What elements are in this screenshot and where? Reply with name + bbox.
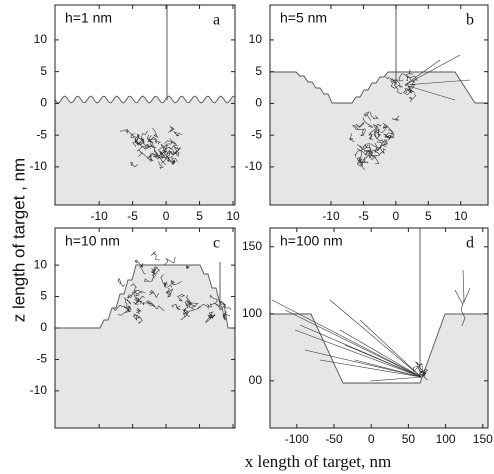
panel-label: a <box>213 12 220 29</box>
trajectory <box>271 299 422 378</box>
y-tick-label: 10 <box>249 32 263 46</box>
x-tick-label: 5 <box>425 209 432 223</box>
trajectory <box>329 299 422 378</box>
y-tick-label: 10 <box>34 257 48 271</box>
x-tick-label: -100 <box>285 432 309 446</box>
y-tick-label: -10 <box>245 159 263 173</box>
substrate <box>269 71 489 206</box>
panel: -10 -5 0 5 10 -10 -5 0 5 10 h=1 nm a <box>30 4 240 223</box>
y-tick-label: 10 <box>34 32 48 46</box>
plot-frame <box>269 227 489 429</box>
y-tick-label: 0 <box>40 320 47 334</box>
x-tick-label: 0 <box>163 209 170 223</box>
trajectory <box>369 376 422 382</box>
trajectory <box>294 329 422 378</box>
cascade <box>197 294 232 323</box>
trajectory <box>354 359 422 378</box>
x-tick-label: 50 <box>402 432 416 446</box>
panel-title: h=5 nm <box>280 10 327 26</box>
x-tick-label: -10 <box>90 209 108 223</box>
x-tick-label: 10 <box>454 209 468 223</box>
trajectory <box>404 79 471 86</box>
panel-label: b <box>466 12 474 29</box>
cascade <box>119 125 183 170</box>
cascade <box>117 251 201 321</box>
trajectory <box>284 309 422 378</box>
trajectory <box>404 54 461 86</box>
y-tick-label: -5 <box>36 352 47 366</box>
x-tick-label: 0 <box>393 209 400 223</box>
substrate <box>269 313 489 429</box>
y-axis-title: z length of target , nm <box>9 158 28 322</box>
trajectory <box>339 329 422 378</box>
y-tick-label: -5 <box>36 127 47 141</box>
y-tick-label: 5 <box>40 64 47 78</box>
x-tick-label: 0 <box>368 432 375 446</box>
x-tick-label: -10 <box>322 209 340 223</box>
panel-label: c <box>213 235 220 252</box>
substrate <box>54 264 236 429</box>
y-tick-label: 0 <box>255 96 262 110</box>
x-tick-label: 10 <box>226 209 240 223</box>
y-tick-label: -10 <box>30 159 48 173</box>
y-tick-label: 150 <box>242 239 262 253</box>
panel: -10 -5 0 5 10 -10 -5 0 5 10 h=5 nm b <box>245 4 489 223</box>
x-tick-label: 100 <box>436 432 456 446</box>
panel: -10 -5 0 5 10 h=10 nm c <box>30 227 236 429</box>
cascade <box>348 133 388 171</box>
y-tick-label: 100 <box>242 306 262 320</box>
y-tick-label: 5 <box>255 64 262 78</box>
panel-title: h=100 nm <box>280 233 343 249</box>
trajectory <box>299 324 422 378</box>
panel-label: d <box>466 235 474 252</box>
y-tick-label: 5 <box>40 289 47 303</box>
y-tick-label: 00 <box>249 373 263 387</box>
trajectory <box>304 349 422 378</box>
trajectory <box>319 359 422 378</box>
panel-title: h=1 nm <box>65 10 112 26</box>
trajectory <box>359 319 422 378</box>
cascade <box>113 290 155 324</box>
trajectory <box>404 59 441 86</box>
x-tick-label: -5 <box>127 209 138 223</box>
panel: 00 100 150 -100 -50 0 50 100 150 h=100 nm d <box>242 227 493 446</box>
plot-frame <box>54 4 236 206</box>
y-tick-label: -5 <box>251 127 262 141</box>
plot-frame <box>269 4 489 206</box>
cascade <box>385 69 418 103</box>
x-axis-title: x length of target, nm <box>245 452 392 471</box>
x-tick-label: -50 <box>325 432 343 446</box>
y-tick-label: 0 <box>40 96 47 110</box>
panel-title: h=10 nm <box>65 233 120 249</box>
cascade <box>413 361 429 381</box>
substrate <box>54 95 236 206</box>
x-tick-label: -5 <box>358 209 369 223</box>
x-tick-label: 150 <box>473 432 493 446</box>
x-tick-label: 5 <box>196 209 203 223</box>
trajectory <box>454 269 471 327</box>
y-tick-label: -10 <box>30 383 48 397</box>
